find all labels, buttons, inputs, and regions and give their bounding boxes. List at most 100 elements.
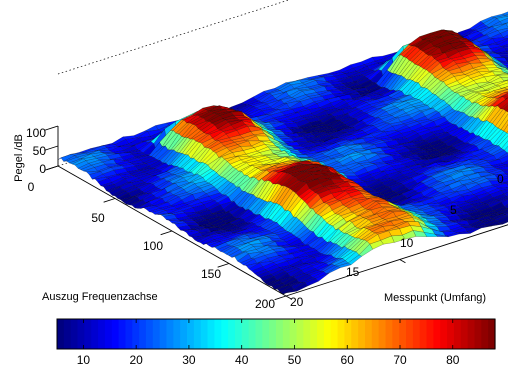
colorbar-cell [173, 319, 181, 349]
box-edge [217, 263, 230, 268]
colorbar-cell [200, 319, 209, 349]
x-axis-label: Auszug Frequenzachse [42, 291, 158, 303]
colorbar-cell [104, 319, 113, 349]
colorbar-cell [330, 319, 339, 349]
colorbar-tick-label: 30 [182, 353, 196, 367]
x-tick-label: 0 [28, 180, 35, 194]
colorbar-cell [262, 319, 270, 349]
colorbar-cell [399, 319, 407, 349]
colorbar-tick-label: 60 [341, 353, 355, 367]
x-tick-label: 200 [255, 297, 275, 311]
colorbar-cell [378, 319, 387, 349]
colorbar-cell [392, 319, 400, 349]
y-tick-label: 10 [400, 236, 414, 250]
colorbar-cell [460, 319, 469, 349]
colorbar-cell [207, 319, 215, 349]
colorbar-cell [159, 319, 168, 349]
z-axis-ticks: 100 50 0 [26, 126, 46, 176]
colorbar-cell [323, 319, 332, 349]
y-tick-label: 20 [290, 295, 304, 309]
colorbar-cell [145, 319, 154, 349]
colorbar-cell [344, 319, 352, 349]
colorbar-cell [371, 319, 380, 349]
colorbar-cell [440, 319, 448, 349]
z-tick-label: 100 [26, 126, 46, 140]
box-edge [44, 145, 59, 151]
colorbar-cell [406, 319, 414, 349]
surface-mesh [57, 11, 508, 295]
colorbar-cell [447, 319, 455, 349]
y-axis-label: Messpunkt (Umfang) [384, 292, 486, 304]
colorbar-cell [289, 319, 298, 349]
colorbar-cell [57, 319, 65, 349]
box-edge [160, 230, 173, 236]
colorbar-cell [118, 319, 127, 349]
colorbar-cell [412, 319, 421, 349]
colorbar-cell [63, 319, 72, 349]
colorbar-cell [187, 319, 195, 349]
box-edge [399, 259, 406, 264]
colorbar-cell [276, 319, 284, 349]
colorbar-cell [214, 319, 222, 349]
z-axis-label: Pegel /dB [13, 134, 25, 182]
colorbar-cell [433, 319, 441, 349]
colorbar-cell [132, 319, 140, 349]
x-tick-label: 100 [143, 239, 163, 253]
colorbar-cell [426, 319, 434, 349]
colorbar-gradient [57, 319, 496, 349]
colorbar-cell [234, 319, 243, 349]
colorbar-cell [317, 319, 325, 349]
colorbar-cell [180, 319, 188, 349]
colorbar-tick-label: 10 [77, 353, 91, 367]
colorbar-cell [70, 319, 79, 349]
colorbar-tick-label: 40 [235, 353, 249, 367]
colorbar-tick-label: 20 [129, 353, 143, 367]
colorbar-cell [152, 319, 161, 349]
colorbar-cell [419, 319, 428, 349]
colorbar-cell [125, 319, 133, 349]
colorbar-cell [91, 319, 99, 349]
colorbar-cell [474, 319, 482, 349]
y-tick-label: 15 [346, 265, 360, 279]
box-edge [103, 198, 116, 203]
colorbar-cell [84, 319, 92, 349]
colorbar-cell [351, 319, 359, 349]
colorbar-cell [364, 319, 373, 349]
box-edge [274, 295, 287, 301]
colorbar-tick-label: 70 [393, 353, 407, 367]
colorbar: 10 20 30 40 50 60 70 80 [56, 318, 496, 367]
colorbar-tick-label: 80 [446, 353, 460, 367]
colorbar-cell [166, 319, 174, 349]
colorbar-cell [269, 319, 277, 349]
box-edge [285, 224, 508, 297]
colorbar-cell [453, 319, 462, 349]
x-tick-label: 150 [201, 267, 221, 281]
colorbar-cell [241, 319, 250, 349]
colorbar-cell [488, 319, 496, 349]
colorbar-cell [296, 319, 304, 349]
colorbar-cell [255, 319, 263, 349]
box-edge [44, 125, 59, 131]
colorbar-cell [77, 319, 85, 349]
colorbar-tick-label: 50 [288, 353, 302, 367]
y-axis-ticks: 0 5 10 15 20 [290, 172, 504, 309]
colorbar-cell [248, 319, 257, 349]
surface-patch [283, 289, 298, 295]
colorbar-cell [481, 319, 489, 349]
colorbar-cell [385, 319, 393, 349]
y-tick-label: 5 [450, 203, 457, 217]
z-tick-label: 50 [33, 144, 47, 158]
colorbar-cell [98, 319, 106, 349]
y-tick-label: 0 [497, 172, 504, 186]
z-tick-label: 0 [39, 162, 46, 176]
colorbar-cell [282, 319, 291, 349]
colorbar-cell [111, 319, 120, 349]
x-tick-label: 50 [91, 211, 105, 225]
box-edge [44, 165, 59, 171]
colorbar-cell [221, 319, 229, 349]
x-axis-ticks: 0 50 100 150 200 [28, 180, 276, 311]
colorbar-cell [310, 319, 318, 349]
colorbar-ticks: 10 20 30 40 50 60 70 80 [77, 319, 460, 367]
colorbar-cell [193, 319, 202, 349]
